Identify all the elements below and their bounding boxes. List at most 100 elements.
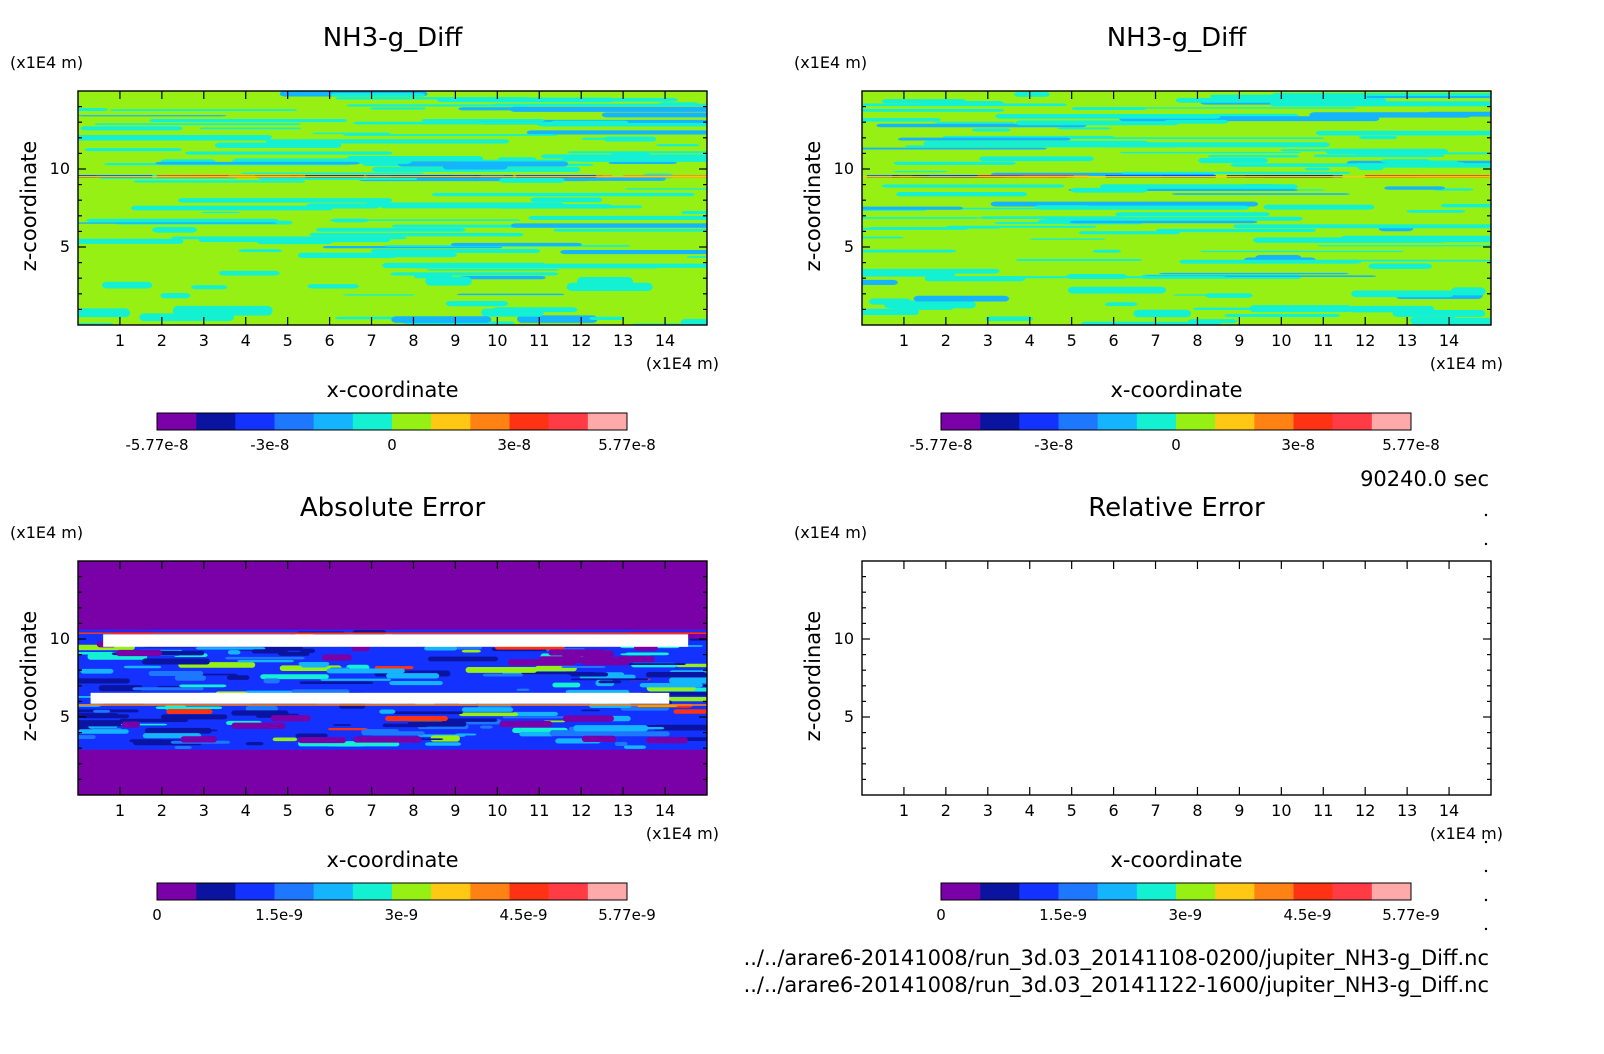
x-tick-label: 10 xyxy=(487,801,507,820)
x-tick-label: 13 xyxy=(1397,331,1417,350)
y-unit-label: (x1E4 m) xyxy=(794,523,867,542)
colorbar-swatch xyxy=(392,883,432,900)
colorbar-swatch xyxy=(1097,883,1138,900)
x-tick-label: 14 xyxy=(655,331,675,350)
colorbar-swatch xyxy=(587,413,628,430)
colorbar-swatch xyxy=(431,413,471,430)
colorbar-tick-label: 3e-8 xyxy=(1281,436,1315,454)
colorbar-tick-label: 1.5e-9 xyxy=(1039,906,1087,924)
y-axis-label: z-coordinate xyxy=(17,141,41,272)
colorbar-swatch xyxy=(509,413,549,430)
x-tick-label: 13 xyxy=(613,801,633,820)
x-tick-label: 12 xyxy=(571,801,591,820)
y-unit-label: (x1E4 m) xyxy=(10,53,83,72)
file-path-1: ../../arare6-20141008/run_3d.03_20141108… xyxy=(744,946,1489,971)
colorbar-tick-label: 4.5e-9 xyxy=(500,906,548,924)
x-tick-label: 6 xyxy=(325,331,335,350)
colorbar: -5.77e-8 -3e-8 0 3e-8 5.77e-8 xyxy=(126,412,656,454)
y-axis-label: z-coordinate xyxy=(801,141,825,272)
y-unit-label: (x1E4 m) xyxy=(794,53,867,72)
y-tick-label: 5 xyxy=(60,237,70,256)
colorbar-tick-label: 0 xyxy=(387,436,397,454)
colorbar-swatch xyxy=(196,413,236,430)
colorbar-swatch xyxy=(274,883,314,900)
colorbar-swatch xyxy=(1371,883,1412,900)
colorbar-swatch xyxy=(1058,413,1098,430)
y-tick-label: 10 xyxy=(50,159,70,178)
y-tick-label: 10 xyxy=(50,629,70,648)
colorbar-swatch xyxy=(196,883,236,900)
colorbar-swatch xyxy=(1254,883,1294,900)
heatmap-field xyxy=(862,91,1491,325)
x-tick-label: 2 xyxy=(157,801,167,820)
x-tick-label: 6 xyxy=(1109,801,1119,820)
colorbar-tick-label: 5.77e-9 xyxy=(598,906,656,924)
x-tick-label: 6 xyxy=(325,801,335,820)
x-tick-label: 10 xyxy=(1271,801,1291,820)
x-tick-label: 9 xyxy=(450,331,460,350)
x-tick-label: 14 xyxy=(655,801,675,820)
x-tick-label: 7 xyxy=(366,801,376,820)
x-tick-label: 10 xyxy=(487,331,507,350)
x-tick-label: 5 xyxy=(1067,801,1077,820)
x-tick-label: 11 xyxy=(1313,801,1333,820)
x-tick-label: 9 xyxy=(1234,331,1244,350)
colorbar-swatch xyxy=(587,883,628,900)
panel-title: Relative Error xyxy=(1088,493,1265,523)
x-tick-label: 8 xyxy=(1192,331,1202,350)
x-tick-label: 1 xyxy=(899,331,909,350)
colorbar-swatch xyxy=(548,413,589,430)
colorbar-swatch xyxy=(1254,413,1294,430)
x-tick-label: 8 xyxy=(408,801,418,820)
x-tick-label: 3 xyxy=(983,801,993,820)
x-tick-label: 5 xyxy=(283,801,293,820)
colorbar-swatch xyxy=(157,883,197,900)
colorbar: -5.77e-8 -3e-8 0 3e-8 5.77e-8 xyxy=(910,412,1440,454)
colorbar-swatch xyxy=(548,883,589,900)
x-tick-label: 12 xyxy=(571,331,591,350)
x-tick-label: 4 xyxy=(241,801,251,820)
x-tick-label: 14 xyxy=(1439,331,1459,350)
colorbar-swatch xyxy=(509,883,549,900)
x-unit-label: (x1E4 m) xyxy=(646,354,719,373)
x-tick-label: 3 xyxy=(199,331,209,350)
y-tick-label: 10 xyxy=(834,159,854,178)
x-tick-label: 2 xyxy=(941,331,951,350)
colorbar-swatch xyxy=(1019,413,1059,430)
colorbar-swatch xyxy=(1176,883,1216,900)
colorbar-tick-label: 5.77e-8 xyxy=(1382,436,1440,454)
x-tick-label: 5 xyxy=(1067,331,1077,350)
right-edge-marks xyxy=(1484,513,1488,931)
colorbar-tick-label: -5.77e-8 xyxy=(126,436,189,454)
x-tick-label: 7 xyxy=(366,331,376,350)
time-label: 90240.0 sec xyxy=(1360,467,1489,491)
x-tick-label: 2 xyxy=(157,331,167,350)
plot-frame xyxy=(77,90,708,326)
x-tick-label: 2 xyxy=(941,801,951,820)
x-tick-label: 3 xyxy=(199,801,209,820)
x-unit-label: (x1E4 m) xyxy=(1430,354,1503,373)
y-tick-label: 5 xyxy=(844,707,854,726)
colorbar-tick-label: 0 xyxy=(152,906,162,924)
x-tick-label: 8 xyxy=(1192,801,1202,820)
colorbar-tick-label: 4.5e-9 xyxy=(1284,906,1332,924)
colorbar-tick-label: -5.77e-8 xyxy=(910,436,973,454)
colorbar-swatch xyxy=(157,413,197,430)
colorbar-swatch xyxy=(1097,413,1138,430)
x-unit-label: (x1E4 m) xyxy=(646,824,719,843)
y-axis-label: z-coordinate xyxy=(801,611,825,742)
x-tick-label: 5 xyxy=(283,331,293,350)
colorbar-tick-label: 0 xyxy=(936,906,946,924)
x-tick-label: 9 xyxy=(450,801,460,820)
x-tick-label: 11 xyxy=(1313,331,1333,350)
colorbar-swatch xyxy=(1332,883,1373,900)
plot-frame xyxy=(861,560,1492,796)
colorbar-swatch xyxy=(1019,883,1059,900)
colorbar-swatch xyxy=(470,883,510,900)
x-tick-label: 4 xyxy=(1025,331,1035,350)
panel-title: Absolute Error xyxy=(300,493,486,523)
x-tick-label: 4 xyxy=(241,331,251,350)
x-tick-label: 6 xyxy=(1109,331,1119,350)
panel-3: Absolute Error(x1E4 m)1 2 3 4 5 6 7 8 9 10 11 12 13 1… xyxy=(10,493,719,924)
